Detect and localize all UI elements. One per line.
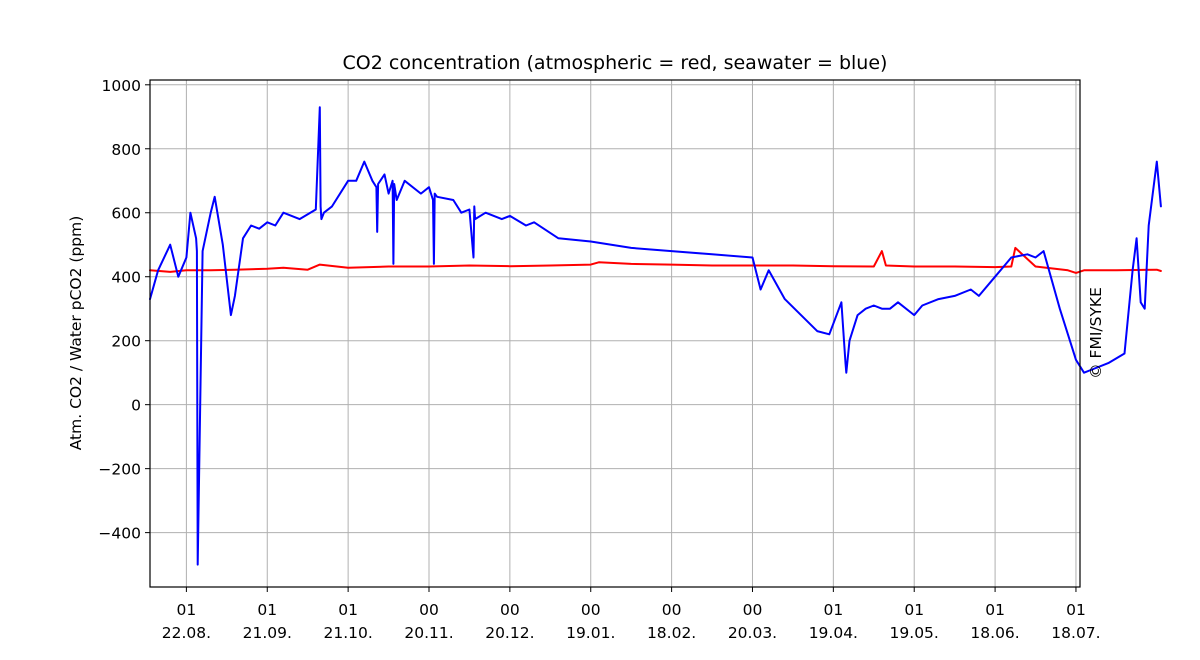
plot-frame — [149, 79, 1081, 588]
x-tick-label-date: 20.12. — [485, 624, 534, 642]
y-tick-label: 600 — [111, 205, 141, 223]
y-tick-label: 200 — [111, 333, 141, 351]
x-tick-label-date: 19.05. — [890, 624, 939, 642]
x-tick-label-time: 00 — [743, 601, 763, 619]
x-tick-label-date: 21.10. — [323, 624, 372, 642]
tick-layer: −400 −200 0 200 400 600 800 1000 01 22.08. 01 21.09… — [98, 77, 1100, 642]
x-tick-label-time: 00 — [500, 601, 520, 619]
series-layer — [149, 106, 1162, 566]
x-tick-label-date: 18.02. — [647, 624, 696, 642]
series-line-1 — [149, 106, 1162, 566]
chart-title: CO2 concentration (atmospheric = red, se… — [343, 52, 888, 74]
x-tick-label-date: 18.06. — [970, 624, 1019, 642]
x-tick-label-time: 00 — [419, 601, 439, 619]
x-tick-label-time: 01 — [177, 601, 197, 619]
x-tick-label-date: 19.04. — [809, 624, 858, 642]
x-tick-label-time: 00 — [662, 601, 682, 619]
x-tick-label-time: 01 — [257, 601, 277, 619]
x-tick-label-time: 01 — [1066, 601, 1086, 619]
y-tick-label: 0 — [131, 397, 141, 415]
x-tick-label-date: 21.09. — [243, 624, 292, 642]
x-tick-label-time: 01 — [823, 601, 843, 619]
x-tick-label-time: 01 — [338, 601, 358, 619]
x-tick-label-date: 19.01. — [566, 624, 615, 642]
x-tick-label-time: 01 — [904, 601, 924, 619]
grid — [150, 80, 1080, 587]
y-tick-label: 800 — [111, 141, 141, 159]
y-tick-label: 1000 — [102, 77, 141, 95]
y-tick-label: −400 — [98, 525, 141, 543]
x-tick-label-date: 18.07. — [1051, 624, 1100, 642]
x-tick-label-date: 22.08. — [162, 624, 211, 642]
y-axis-label: Atm. CO2 / Water pCO2 (ppm) — [67, 216, 85, 451]
x-tick-label-time: 01 — [985, 601, 1005, 619]
series-line-0 — [149, 246, 1162, 274]
x-tick-label-time: 00 — [581, 601, 601, 619]
x-tick-label-date: 20.11. — [404, 624, 453, 642]
watermark: © FMI/SYKE — [1087, 287, 1105, 379]
y-tick-label: −200 — [98, 461, 141, 479]
x-tick-label-date: 20.03. — [728, 624, 777, 642]
y-tick-label: 400 — [111, 269, 141, 287]
